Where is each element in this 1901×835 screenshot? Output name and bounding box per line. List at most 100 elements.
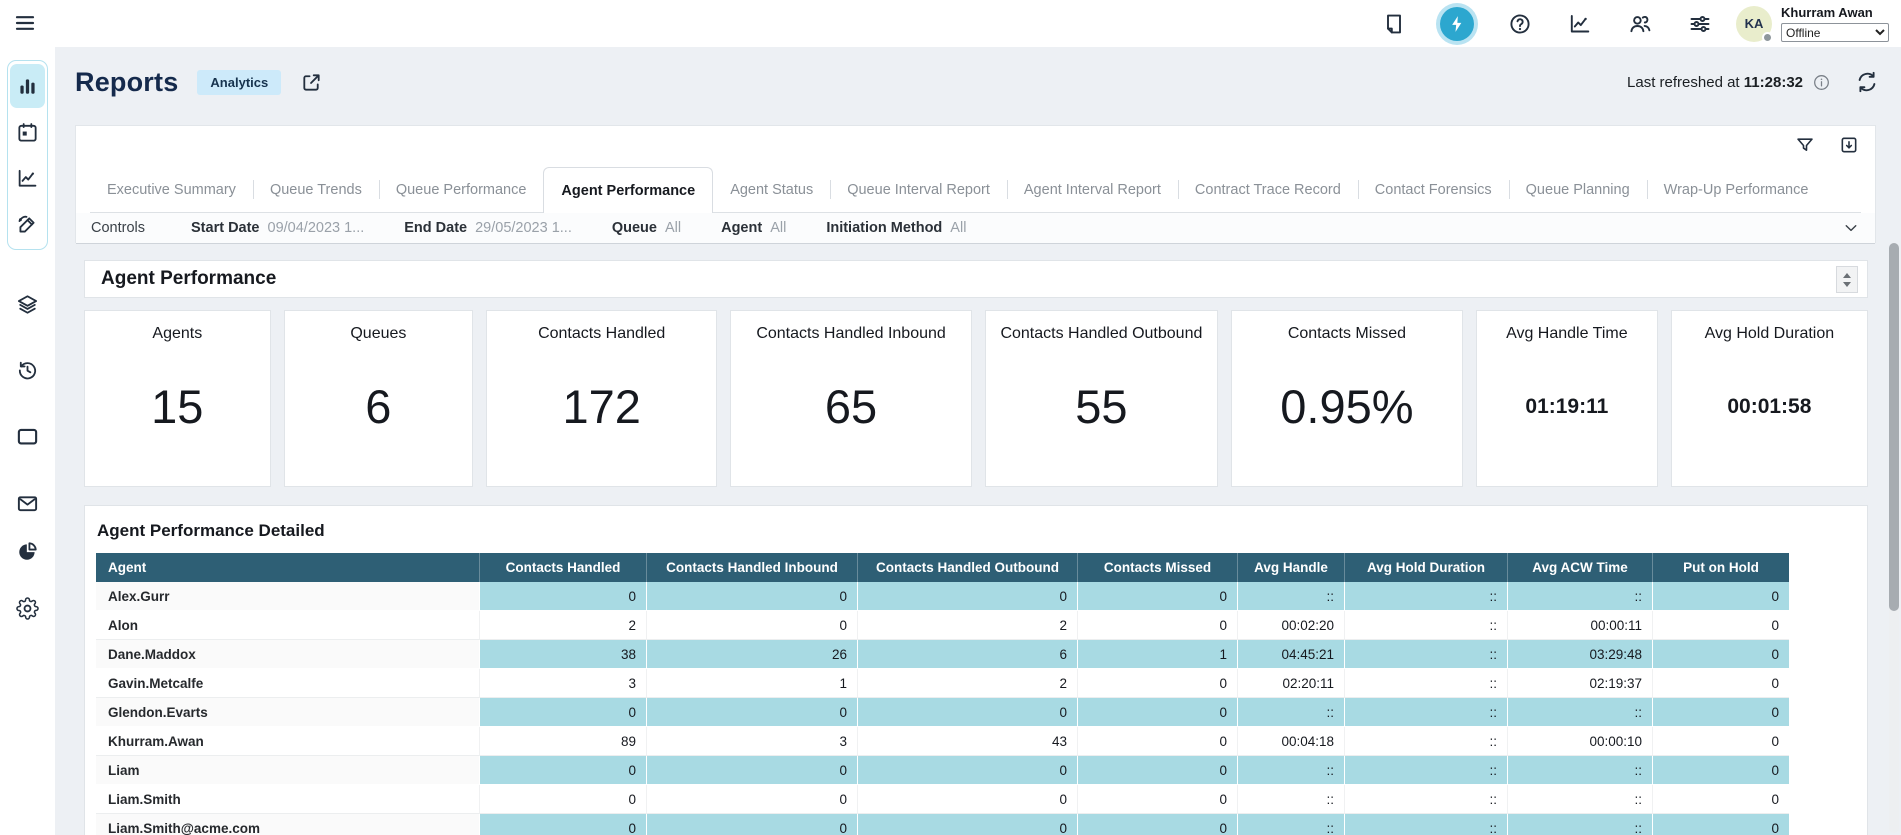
user-name: Khurram Awan	[1781, 5, 1873, 20]
tab-agent-status[interactable]: Agent Status	[730, 182, 814, 198]
scrollbar-thumb[interactable]	[1889, 243, 1899, 611]
agent-name-cell: Alex.Gurr	[96, 582, 479, 611]
filter-end-date[interactable]: End Date 29/05/2023 1...	[404, 220, 572, 236]
sidebar-item-email[interactable]	[16, 492, 39, 515]
scrollbar-track[interactable]	[1889, 243, 1899, 833]
table-row: Alex.Gurr 0 0 0 0:::::: 0	[96, 582, 1789, 611]
table-cell: 0	[1652, 698, 1789, 727]
refresh-icon[interactable]	[1855, 70, 1879, 94]
filter-value[interactable]: All	[770, 220, 787, 236]
column-header-avg-handle[interactable]: Avg Handle	[1237, 553, 1344, 582]
kpi-label: Avg Hold Duration	[1704, 325, 1835, 342]
filter-agent[interactable]: Agent All	[721, 220, 786, 236]
column-header-put-on-hold[interactable]: Put on Hold	[1652, 553, 1789, 582]
metrics-icon[interactable]	[1568, 12, 1592, 36]
tab-queue-planning[interactable]: Queue Planning	[1508, 167, 1647, 213]
column-header-contacts-handled[interactable]: Contacts Handled	[479, 553, 646, 582]
column-header-contacts-missed[interactable]: Contacts Missed	[1077, 553, 1237, 582]
tab-agent-performance[interactable]: Agent Performance	[543, 167, 714, 213]
sidebar-item-window[interactable]	[16, 425, 39, 448]
table-cell: 89	[479, 727, 646, 756]
tab-executive-summary[interactable]: Executive Summary	[107, 182, 236, 198]
sidebar-item-settings[interactable]	[16, 597, 39, 620]
tab-queue-interval-report[interactable]: Queue Interval Report	[830, 167, 1007, 213]
table-cell: ::	[1507, 785, 1652, 814]
status-select[interactable]: Offline	[1781, 23, 1889, 42]
table-cell: ::	[1344, 727, 1507, 756]
notes-icon[interactable]	[1382, 12, 1406, 36]
kpi-label: Contacts Handled Inbound	[756, 325, 946, 342]
info-icon[interactable]	[1812, 73, 1831, 92]
sidebar-item-schedule[interactable]	[10, 110, 45, 154]
column-header-avg-hold-duration[interactable]: Avg Hold Duration	[1344, 553, 1507, 582]
table-cell: 0	[1077, 582, 1237, 611]
sidebar-item-history[interactable]	[16, 358, 39, 381]
download-icon[interactable]	[1839, 135, 1859, 155]
filter-queue[interactable]: Queue All	[612, 220, 681, 236]
help-icon[interactable]	[1508, 12, 1532, 36]
analytics-badge: Analytics	[197, 69, 282, 95]
column-header-avg-acw-time[interactable]: Avg ACW Time	[1507, 553, 1652, 582]
chevron-down-icon[interactable]	[1841, 218, 1861, 238]
sidebar-item-pie-chart[interactable]	[16, 540, 39, 563]
section-title: Agent Performance	[101, 268, 277, 289]
agent-name-cell: Dane.Maddox	[96, 640, 479, 669]
table-cell: 0	[1077, 611, 1237, 640]
sidebar	[0, 47, 55, 835]
kpi-label: Contacts Missed	[1287, 325, 1407, 342]
spinner-up-icon[interactable]	[1843, 272, 1851, 278]
table-cell: 0	[857, 785, 1077, 814]
sidebar-item-layers[interactable]	[16, 293, 39, 316]
filter-value[interactable]: All	[664, 220, 682, 236]
filter-icon[interactable]	[1795, 135, 1815, 155]
table-cell: 0	[479, 582, 646, 611]
top-bar: KA Khurram Awan Offline	[0, 0, 1901, 47]
filter-value[interactable]: 09/04/2023 1...	[267, 220, 365, 236]
tab-agent-interval-report[interactable]: Agent Interval Report	[1006, 167, 1178, 213]
filter-label: Initiation Method	[826, 220, 943, 236]
sidebar-item-designer[interactable]	[10, 202, 45, 246]
section-spinner[interactable]	[1836, 266, 1858, 293]
filter-start-date[interactable]: Start Date 09/04/2023 1...	[191, 220, 364, 236]
kpi-row: Agents 15 Queues 6 Contacts Handled 172 Contac…	[84, 310, 1868, 487]
table-cell: 0	[646, 756, 857, 785]
kpi-value: 15	[151, 380, 204, 433]
open-external-icon[interactable]	[300, 71, 323, 94]
column-header-agent[interactable]: Agent	[108, 560, 147, 575]
table-cell: 38	[479, 640, 646, 669]
status-dot	[1762, 31, 1773, 43]
table-cell: ::	[1237, 582, 1344, 611]
table-cell: 0	[1652, 669, 1789, 698]
spinner-down-icon[interactable]	[1843, 281, 1851, 287]
filter-value[interactable]: 29/05/2023 1...	[475, 220, 572, 236]
filter-initiation-method[interactable]: Initiation Method All	[826, 220, 966, 236]
table-cell: 0	[1652, 756, 1789, 785]
kpi-value: 172	[562, 380, 641, 433]
tab-contact-forensics[interactable]: Contact Forensics	[1357, 167, 1509, 213]
metrics-icon	[16, 167, 39, 190]
kpi-label: Avg Handle Time	[1506, 325, 1628, 342]
column-header-contacts-handled-outbound[interactable]: Contacts Handled Outbound	[857, 553, 1077, 582]
tab-queue-performance[interactable]: Queue Performance	[378, 167, 544, 213]
table-cell: 00:02:20	[1237, 611, 1344, 640]
agent-name-cell: Gavin.Metcalfe	[96, 669, 479, 698]
kpi-value: 65	[824, 380, 878, 433]
filter-value[interactable]: All	[950, 220, 967, 236]
tab-contract-trace-record[interactable]: Contract Trace Record	[1177, 167, 1358, 213]
tab-queue-trends[interactable]: Queue Trends	[252, 167, 379, 213]
table-cell: ::	[1237, 756, 1344, 785]
page-title: Reports	[75, 66, 179, 97]
avatar[interactable]: KA	[1736, 5, 1773, 43]
column-header-contacts-handled-inbound[interactable]: Contacts Handled Inbound	[646, 553, 857, 582]
users-icon[interactable]	[1628, 12, 1652, 36]
avatar-initials: KA	[1744, 16, 1764, 31]
table-title: Agent Performance Detailed	[97, 521, 325, 540]
preferences-icon[interactable]	[1688, 12, 1712, 36]
tab-wrap-up-performance[interactable]: Wrap-Up Performance	[1646, 167, 1826, 213]
boost-icon[interactable]	[1440, 6, 1474, 41]
sidebar-item-metrics[interactable]	[10, 156, 45, 200]
menu-icon[interactable]	[13, 11, 37, 35]
agent-name-cell: Liam.Smith	[96, 785, 479, 814]
agent-name-cell: Alon	[96, 611, 479, 640]
sidebar-item-reports[interactable]	[10, 64, 45, 108]
